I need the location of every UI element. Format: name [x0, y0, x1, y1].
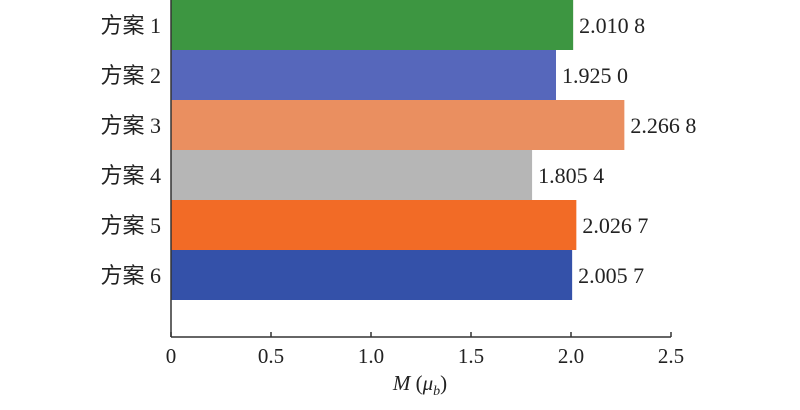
category-label-3: 方案 3 [100, 113, 161, 138]
category-label-1: 方案 1 [100, 13, 161, 38]
bar-4 [171, 150, 533, 200]
x-tick-label-3: 1.5 [458, 344, 484, 368]
x-tick-label-2: 1.0 [358, 344, 384, 368]
bar-1 [171, 0, 574, 50]
bar-2 [171, 50, 556, 100]
x-tick-label-1: 0.5 [258, 344, 284, 368]
data-label-2: 1.925 0 [562, 63, 628, 88]
data-label-1: 2.010 8 [579, 13, 645, 38]
category-label-2: 方案 2 [100, 63, 161, 88]
data-label-3: 2.266 8 [630, 113, 696, 138]
bar-3 [171, 100, 625, 150]
x-tick-label-5: 2.5 [658, 344, 684, 368]
x-tick-label-4: 2.0 [558, 344, 584, 368]
bar-6 [171, 250, 573, 300]
data-label-6: 2.005 7 [578, 263, 644, 288]
data-label-4: 1.805 4 [538, 163, 604, 188]
data-label-5: 2.026 7 [582, 213, 648, 238]
category-label-5: 方案 5 [100, 213, 161, 238]
category-label-6: 方案 6 [100, 263, 161, 288]
category-label-4: 方案 4 [100, 163, 161, 188]
bar-5 [171, 200, 577, 250]
x-tick-label-0: 0 [166, 344, 177, 368]
x-axis-label: M (μb) [392, 371, 447, 399]
